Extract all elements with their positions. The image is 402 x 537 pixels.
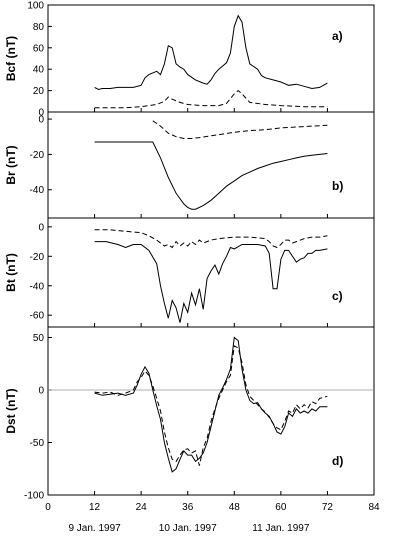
x-tick-label: 0 [45, 502, 51, 513]
series-line-dashed [94, 345, 328, 466]
y-tick-label: -20 [30, 150, 45, 161]
x-tick-label: 12 [89, 502, 101, 513]
series-line-solid [94, 336, 328, 473]
date-label: 9 Jan. 1997 [68, 523, 121, 534]
panel-frame [47, 326, 375, 496]
y-tick-label: -40 [30, 185, 45, 196]
series-line-dashed [94, 89, 328, 109]
panel-frame [47, 4, 375, 113]
series-line-dashed [152, 120, 328, 139]
panel-frame [47, 217, 375, 328]
panel-frame [47, 111, 375, 219]
y-axis-label: Dst (nT) [4, 388, 18, 433]
y-tick-label: -50 [30, 438, 45, 449]
y-tick-label: 0 [38, 222, 44, 233]
panel-2: 0 -20 -40 Br (nT) b) [4, 111, 375, 219]
y-tick-label: 0 [38, 386, 44, 397]
panel-label: b) [332, 179, 343, 193]
panel-label: c) [332, 289, 343, 303]
panel-label: d) [332, 454, 343, 468]
panel-3: 0 -20 -40 -60 Bt (nT) c) [4, 217, 375, 328]
y-tick-label: 0 [38, 115, 44, 126]
chart-panels: 0 20 40 60 80 100 Bcf (nT) a) 0 -20 -40 Br (nT) b) 0 -… [4, 1, 375, 502]
x-tick-label: 24 [136, 502, 148, 513]
y-tick-label: 20 [33, 86, 45, 97]
panel-1: 0 20 40 60 80 100 Bcf (nT) a) [4, 1, 375, 119]
x-tick-label: 36 [182, 502, 194, 513]
panel-4: 50 0 -50 -100 Dst (nT) d) [4, 326, 375, 502]
y-tick-label: 80 [33, 22, 45, 33]
y-axis-label: Br (nT) [4, 145, 18, 184]
panel-label: a) [332, 29, 343, 43]
series-line-solid [94, 141, 328, 210]
y-tick-label: 60 [33, 43, 45, 54]
series-line-solid [94, 241, 328, 323]
x-tick-label: 84 [368, 502, 380, 513]
y-tick-label: -100 [24, 491, 44, 502]
y-axis-label: Bcf (nT) [4, 36, 18, 81]
x-tick-label: 60 [275, 502, 287, 513]
x-tick-label: 72 [322, 502, 334, 513]
y-tick-label: 50 [33, 333, 45, 344]
date-label: 10 Jan. 1997 [159, 523, 217, 534]
x-axis: 0 12 24 36 48 60 72 84 9 Jan. 1997 10 Jan. 1997 11… [45, 502, 380, 534]
y-axis-label: Bt (nT) [4, 253, 18, 292]
y-tick-label: 0 [38, 108, 44, 119]
x-tick-label: 48 [229, 502, 241, 513]
y-tick-label: -40 [30, 281, 45, 292]
series-line-dashed [94, 229, 328, 249]
y-tick-label: -60 [30, 311, 45, 322]
y-tick-label: 100 [27, 1, 44, 12]
y-tick-label: -20 [30, 252, 45, 263]
date-label: 11 Jan. 1997 [252, 523, 310, 534]
y-tick-label: 40 [33, 65, 45, 76]
series-line-solid [94, 14, 328, 91]
